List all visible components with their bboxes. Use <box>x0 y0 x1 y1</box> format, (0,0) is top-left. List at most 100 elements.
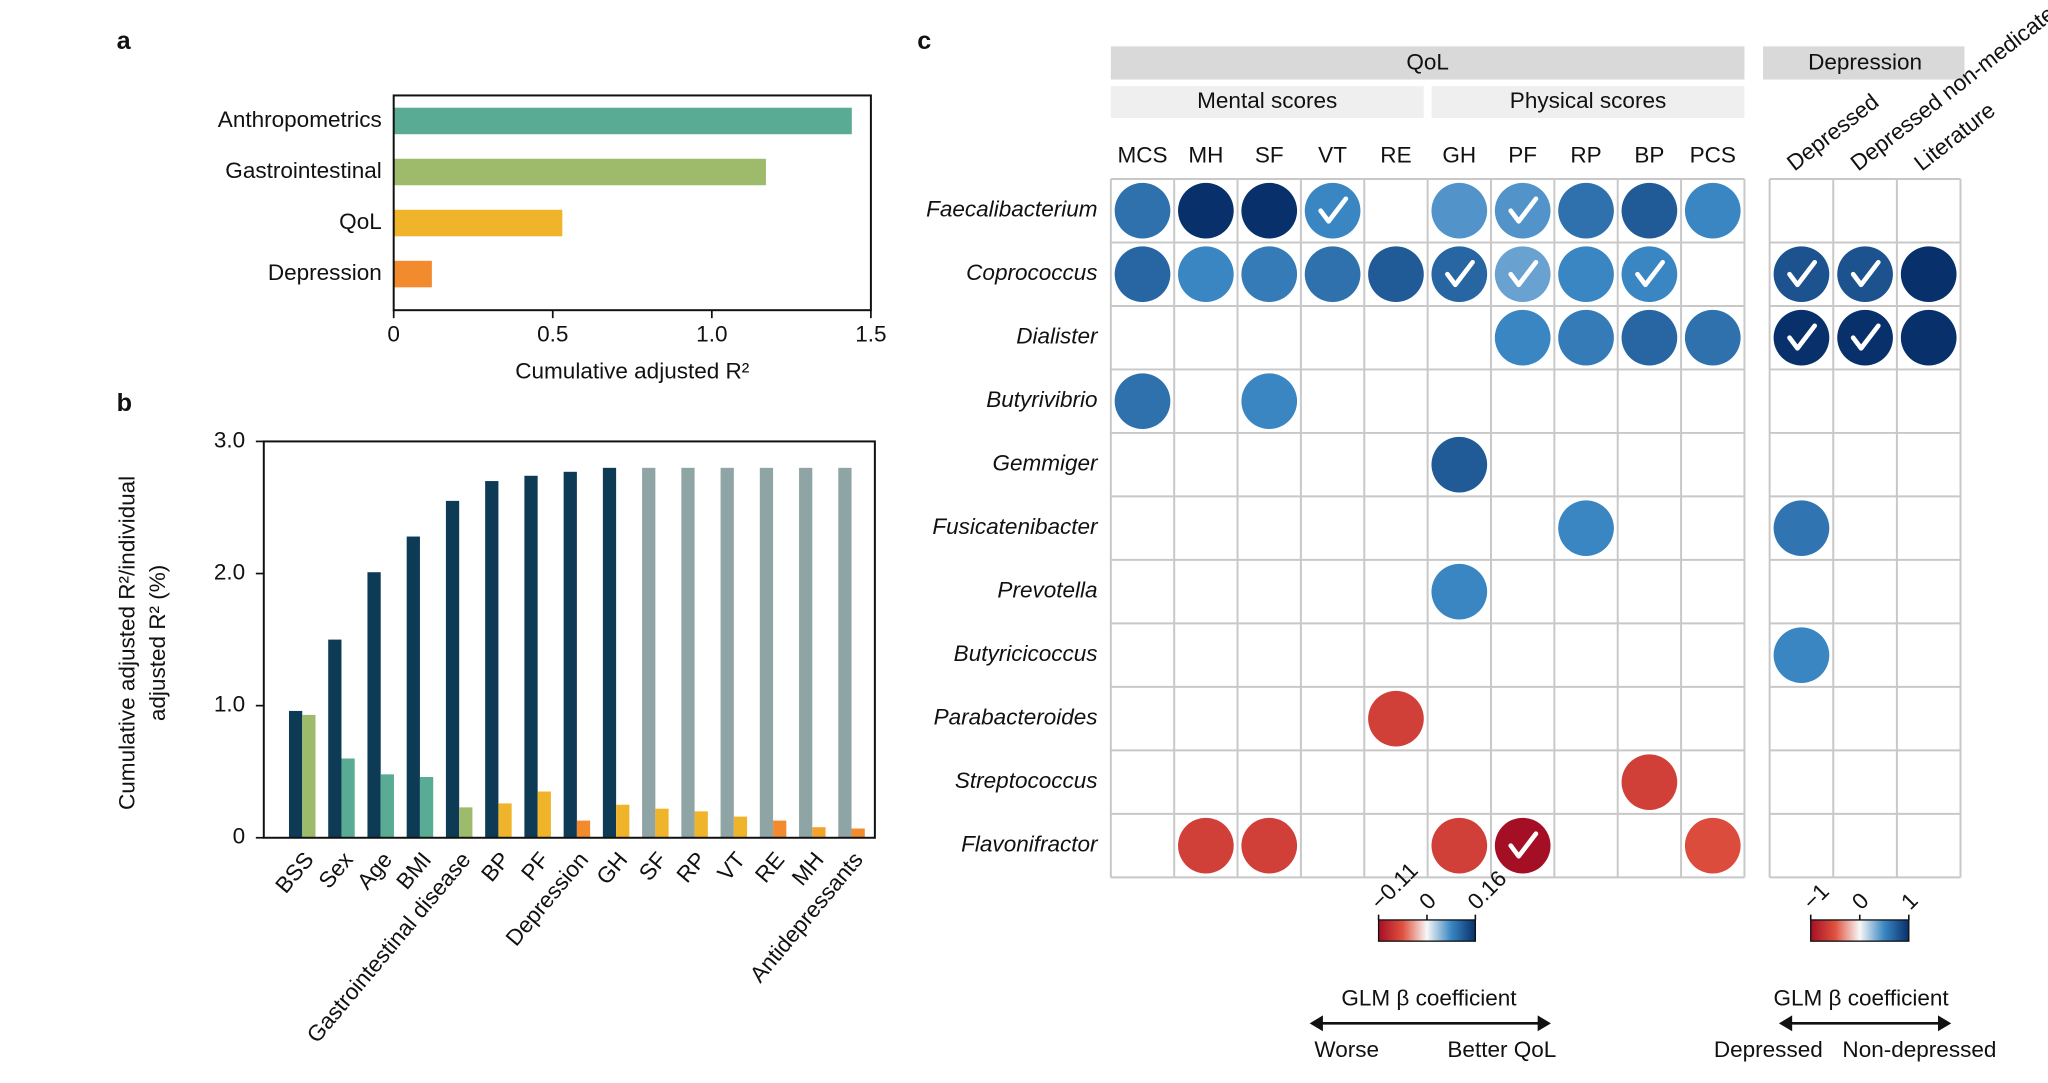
bar <box>419 776 434 838</box>
significance-check <box>1445 259 1475 288</box>
column-label: SF <box>1255 142 1284 167</box>
row-label: Gemmiger <box>992 451 1099 476</box>
dot <box>1837 309 1893 366</box>
dot <box>1558 500 1614 557</box>
subgroup-header <box>1110 86 1424 118</box>
group-header <box>1110 46 1745 80</box>
column-label: BP <box>1634 142 1664 167</box>
y-axis-label: Cumulative adjusted R²/individual <box>115 476 140 810</box>
dot <box>1431 563 1488 620</box>
bar <box>537 791 551 838</box>
panel-letter: c <box>917 27 931 55</box>
bar <box>812 827 826 838</box>
dot <box>1558 182 1614 239</box>
row-label: Coprococcus <box>966 260 1097 285</box>
dot <box>1621 246 1678 303</box>
significance-check <box>1635 259 1665 288</box>
bar <box>655 808 669 838</box>
bar <box>459 807 473 838</box>
dot <box>1368 690 1424 747</box>
row-label: Fusicatenibacter <box>932 514 1099 539</box>
x-tick-label: RP <box>672 847 711 887</box>
significance-check <box>1850 323 1881 351</box>
dot <box>1837 246 1893 303</box>
bar <box>720 467 734 838</box>
direction-label: Depressed <box>1714 1037 1823 1062</box>
dot <box>1684 817 1741 874</box>
column-label: MCS <box>1117 142 1167 167</box>
row-label: Faecalibacterium <box>926 197 1097 222</box>
bar <box>380 774 394 838</box>
dot <box>1431 182 1488 239</box>
bar <box>851 828 865 838</box>
x-tick-label: 0.5 <box>537 321 568 346</box>
bar <box>799 467 813 838</box>
row-label: Streptococcus <box>955 768 1098 793</box>
bar <box>367 572 381 838</box>
x-tick-label: 1.5 <box>855 321 886 346</box>
group-header-label: Depression <box>1808 50 1922 75</box>
dot <box>1558 246 1614 303</box>
bar <box>616 804 630 838</box>
dot <box>1241 246 1298 303</box>
significance-check <box>1787 323 1818 351</box>
bar <box>838 467 852 838</box>
significance-check <box>1787 259 1818 288</box>
bar <box>563 471 577 838</box>
x-tick-label: 1.0 <box>696 321 727 346</box>
row-label: Butyrivibrio <box>986 387 1097 412</box>
dot <box>1684 182 1741 239</box>
bar <box>759 467 774 838</box>
bar <box>524 475 538 838</box>
dot <box>1431 246 1488 303</box>
dot <box>1900 246 1957 303</box>
dot <box>1773 627 1830 684</box>
significance-check <box>1318 196 1349 224</box>
bar <box>328 639 342 838</box>
bar <box>773 820 787 838</box>
bar <box>642 467 656 838</box>
row-label: Flavonifractor <box>961 832 1099 857</box>
dot <box>1431 436 1488 493</box>
y-tick-label: Gastrointestinal <box>225 158 381 183</box>
bar <box>694 811 708 838</box>
row-label: Parabacteroides <box>934 705 1098 730</box>
dot <box>1900 309 1957 366</box>
dot <box>1621 182 1678 239</box>
x-tick-label: GH <box>592 847 633 889</box>
dot <box>1178 246 1234 303</box>
colorbar-label: GLM β coefficient <box>1341 985 1517 1010</box>
dot <box>1304 182 1361 239</box>
y-tick-label: 1.0 <box>214 692 245 717</box>
dot <box>1114 373 1171 430</box>
y-tick-label: Anthropometrics <box>218 107 382 132</box>
dot <box>1241 182 1298 239</box>
x-tick-label: BP <box>476 847 514 886</box>
dot <box>1368 246 1424 303</box>
y-tick-label: QoL <box>339 209 382 234</box>
dot <box>1494 246 1551 303</box>
column-label: VT <box>1318 142 1347 167</box>
direction-label: Better QoL <box>1447 1037 1556 1062</box>
bar <box>406 536 420 838</box>
direction-label: Non-depressed <box>1842 1037 1996 1062</box>
dot <box>1494 817 1551 874</box>
dot <box>1241 373 1298 430</box>
colorbar-tick-label: 0.16 <box>1463 866 1512 915</box>
bar <box>393 107 852 135</box>
x-tick-label: BSS <box>270 847 318 898</box>
dot <box>1178 182 1234 239</box>
plot-frame <box>262 440 876 839</box>
dot <box>1773 309 1830 366</box>
dot <box>1114 182 1171 239</box>
bar <box>681 467 695 838</box>
dot <box>1494 309 1551 366</box>
bar <box>445 500 460 838</box>
bar <box>602 467 617 838</box>
subgroup-header <box>1431 86 1745 118</box>
bar <box>393 158 766 186</box>
column-label: GH <box>1442 142 1476 167</box>
bar <box>393 260 432 288</box>
column-label: RE <box>1380 142 1411 167</box>
panel-letter: a <box>117 27 132 55</box>
